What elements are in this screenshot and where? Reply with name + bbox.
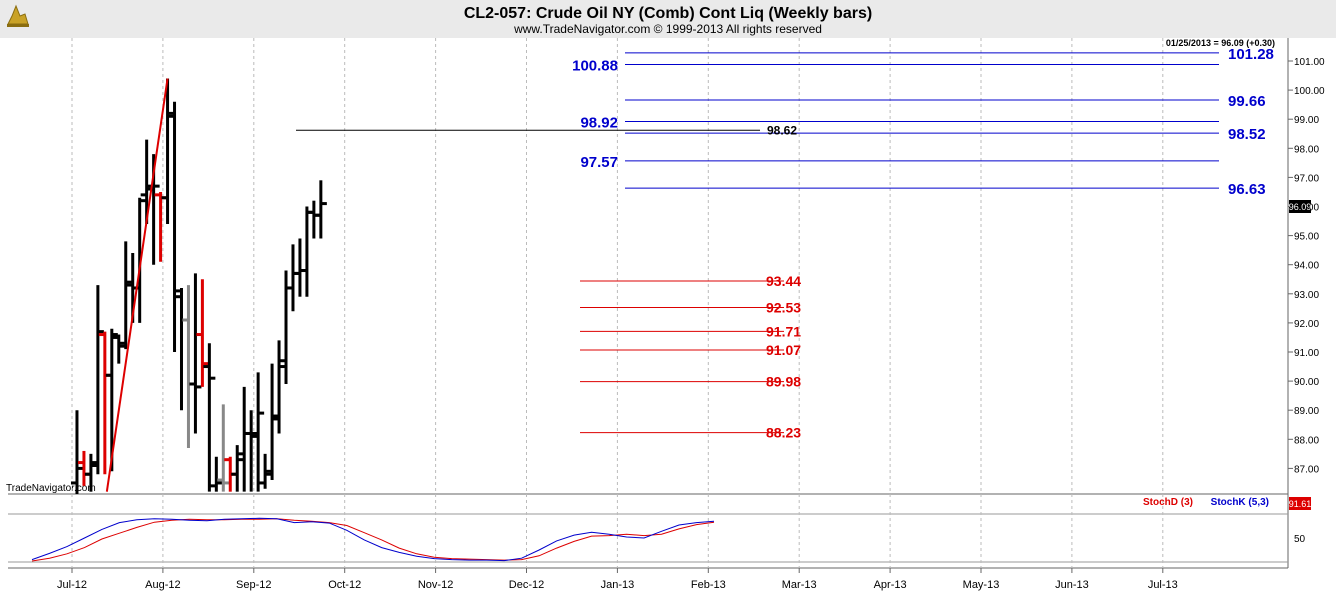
x-tick-label: Apr-13 <box>874 579 907 591</box>
x-tick-label: May-13 <box>963 579 1000 591</box>
ohlc-bar <box>91 285 104 475</box>
ohlc-bar <box>119 241 132 350</box>
ohlc-bar <box>161 78 174 224</box>
ohlc-bar <box>203 343 216 492</box>
level-layer: 101.28 100.88 99.66 98.92 98.52 97.57 96.63 98.… <box>296 46 1274 441</box>
x-tick-label: Nov-12 <box>418 579 453 591</box>
y-tick-label: 95.00 <box>1294 232 1319 243</box>
trade-navigator-logo-icon <box>7 4 29 27</box>
ohlc-bar <box>259 453 272 489</box>
level-label: 97.57 <box>580 154 618 171</box>
chart-title: CL2-057: Crude Oil NY (Comb) Cont Liq (W… <box>464 5 872 22</box>
level-label: 88.23 <box>766 425 801 441</box>
ohlc-bar <box>70 410 83 494</box>
ohlc-bar <box>252 372 265 492</box>
watermark-text: TradeNavigator.com <box>6 483 96 494</box>
level-label: 91.07 <box>766 342 801 358</box>
ohlc-bar <box>314 180 327 239</box>
level-label: 99.66 <box>1228 93 1266 110</box>
price-marker-box <box>1289 200 1311 213</box>
x-tick-label: Jul-13 <box>1148 579 1178 591</box>
level-label: 100.88 <box>572 57 618 74</box>
stoch-k-label: StochK (5,3) <box>1211 497 1269 508</box>
grid-layer <box>8 38 1289 569</box>
x-tick-label: Aug-12 <box>145 579 180 591</box>
ohlc-bar <box>217 404 230 492</box>
level-label: 98.62 <box>767 123 797 137</box>
ohlc-bar <box>196 279 209 387</box>
y-tick-label: 93.00 <box>1294 290 1319 301</box>
ohlc-bar <box>105 328 118 472</box>
y-tick-label: 89.00 <box>1294 406 1319 417</box>
x-tick-label: Jun-13 <box>1055 579 1089 591</box>
x-tick-label: Dec-12 <box>509 579 544 591</box>
y-tick-label: 101.00 <box>1294 57 1325 68</box>
x-tick-label: Feb-13 <box>691 579 726 591</box>
level-label: 98.92 <box>580 115 618 132</box>
bar-layer <box>70 78 327 494</box>
level-label: 92.53 <box>766 299 801 315</box>
stoch-d-line <box>31 518 715 562</box>
ohlc-bar <box>245 410 258 492</box>
last-quote-text: 01/25/2013 = 96.09 (+0.30) <box>1166 38 1275 48</box>
level-label: 89.98 <box>766 374 801 390</box>
y-tick-label: 99.00 <box>1294 115 1319 126</box>
stoch-d-label: StochD (3) <box>1143 497 1193 508</box>
stoch-k-line <box>31 517 715 562</box>
level-label: 98.52 <box>1228 126 1266 143</box>
level-label: 93.44 <box>766 273 801 289</box>
title-bar <box>0 0 1336 38</box>
stoch-tick-label: 50 <box>1294 534 1306 545</box>
y-tick-label: 92.00 <box>1294 319 1319 330</box>
x-tick-label: Mar-13 <box>782 579 817 591</box>
y-tick-label: 91.00 <box>1294 348 1319 359</box>
y-tick-label: 100.00 <box>1294 86 1325 97</box>
y-tick-label: 94.00 <box>1294 261 1319 272</box>
y-tick-label: 87.00 <box>1294 464 1319 475</box>
price-marker-text: 96.09 <box>1289 202 1312 212</box>
y-tick-label: 97.00 <box>1294 173 1319 184</box>
ohlc-bar <box>84 453 97 492</box>
ohlc-bar <box>273 340 286 434</box>
x-tick-label: Jan-13 <box>601 579 635 591</box>
level-label: 91.71 <box>766 323 801 339</box>
y-tick-label: 88.00 <box>1294 435 1319 446</box>
stoch-marker-text: 91.61 <box>1289 499 1312 509</box>
stochastic-panel <box>31 517 715 562</box>
x-tick-label: Oct-12 <box>328 579 361 591</box>
copyright-text: www.TradeNavigator.com © 1999-2013 All r… <box>513 22 822 36</box>
ohlc-bar <box>210 456 223 492</box>
x-tick-label: Sep-12 <box>236 579 271 591</box>
ohlc-bar <box>168 101 181 352</box>
trend-line <box>105 78 169 492</box>
level-label: 101.28 <box>1228 46 1274 63</box>
ohlc-bar <box>112 334 125 364</box>
x-tick-label: Jul-12 <box>57 579 87 591</box>
ohlc-bar <box>189 273 202 434</box>
y-tick-label: 90.00 <box>1294 377 1319 388</box>
stoch-marker-box <box>1289 497 1311 510</box>
ohlc-bar <box>231 445 244 492</box>
y-tick-label: 98.00 <box>1294 144 1319 155</box>
trend-layer <box>105 78 169 492</box>
level-label: 96.63 <box>1228 181 1266 198</box>
ohlc-bar <box>266 363 279 481</box>
